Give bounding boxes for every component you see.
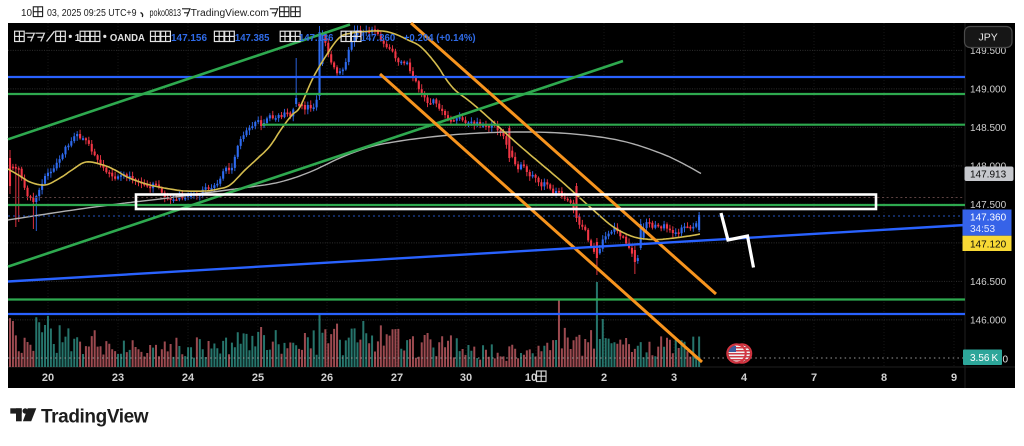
svg-text:146.500: 146.500 bbox=[970, 277, 1007, 288]
svg-text:03, 2025 09:25 UTC+9: 03, 2025 09:25 UTC+9 bbox=[47, 8, 137, 19]
svg-text:34:53: 34:53 bbox=[970, 224, 995, 235]
svg-text:147.156: 147.156 bbox=[171, 33, 207, 44]
svg-text:3.56 K: 3.56 K bbox=[970, 353, 998, 364]
svg-text:147.120: 147.120 bbox=[970, 239, 1007, 250]
svg-text:1: 1 bbox=[75, 33, 81, 44]
svg-text:poko0813: poko0813 bbox=[150, 8, 182, 19]
svg-text:4: 4 bbox=[741, 372, 748, 384]
svg-text:146.000: 146.000 bbox=[970, 316, 1007, 327]
svg-text:TradingView.com: TradingView.com bbox=[191, 8, 269, 19]
svg-text:26: 26 bbox=[321, 372, 333, 384]
svg-text:23: 23 bbox=[112, 372, 124, 384]
svg-text:0: 0 bbox=[1003, 354, 1009, 365]
svg-text:OANDA: OANDA bbox=[110, 33, 145, 44]
svg-text:147.385: 147.385 bbox=[235, 33, 270, 44]
svg-text:9: 9 bbox=[951, 372, 957, 384]
svg-text:8: 8 bbox=[881, 372, 887, 384]
svg-text:20: 20 bbox=[42, 372, 54, 384]
svg-text:148.500: 148.500 bbox=[970, 123, 1007, 134]
svg-text:3: 3 bbox=[671, 372, 677, 384]
svg-text:147.913: 147.913 bbox=[970, 169, 1007, 180]
svg-text:149.000: 149.000 bbox=[970, 85, 1007, 96]
svg-text:147.136: 147.136 bbox=[299, 33, 334, 44]
svg-text:2: 2 bbox=[601, 372, 607, 384]
svg-text:10: 10 bbox=[21, 8, 32, 19]
svg-text:30: 30 bbox=[460, 372, 472, 384]
svg-text:+0.204 (+0.14%): +0.204 (+0.14%) bbox=[404, 33, 476, 44]
svg-text:24: 24 bbox=[182, 372, 195, 384]
svg-text:147.360: 147.360 bbox=[970, 213, 1007, 224]
svg-text:7: 7 bbox=[811, 372, 817, 384]
svg-text:10: 10 bbox=[525, 372, 537, 384]
svg-text:27: 27 bbox=[391, 372, 403, 384]
svg-text:JPY: JPY bbox=[979, 32, 998, 44]
svg-text:147.500: 147.500 bbox=[970, 200, 1007, 211]
svg-text:TradingView: TradingView bbox=[41, 407, 149, 428]
svg-text:25: 25 bbox=[252, 372, 264, 384]
svg-text:149.500: 149.500 bbox=[970, 46, 1007, 57]
svg-text:147.360: 147.360 bbox=[361, 33, 396, 44]
